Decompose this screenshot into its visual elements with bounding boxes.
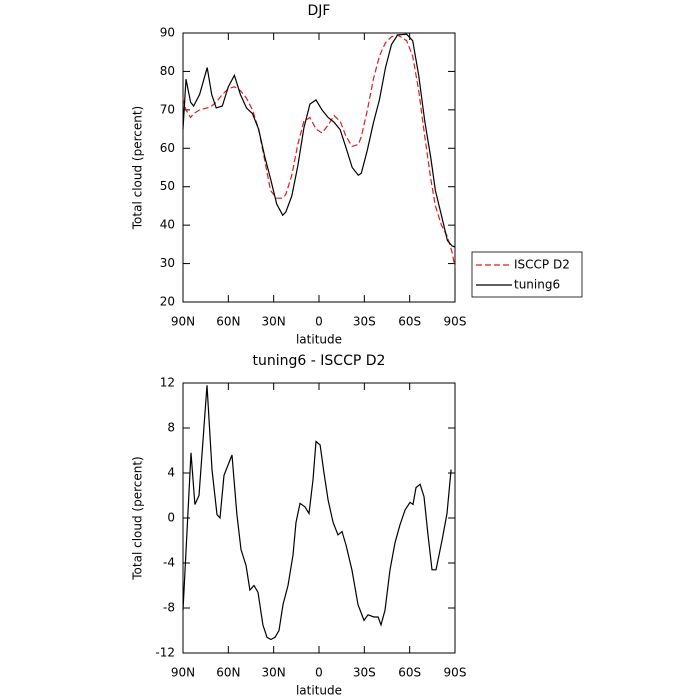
line-series <box>182 385 452 641</box>
x-tick-label: 30N <box>262 315 286 329</box>
legend-box <box>471 251 583 298</box>
x-tick-label: 90S <box>444 666 467 680</box>
y-tick-label: -8 <box>163 601 175 615</box>
plot-frame <box>182 32 456 303</box>
y-tick-label: 50 <box>160 179 175 193</box>
y-tick-label: 20 <box>160 295 175 309</box>
plot-frame <box>182 382 456 654</box>
x-tick-label: 90N <box>171 666 195 680</box>
legend-label: tuning6 <box>514 278 560 292</box>
x-tick-label: 30N <box>262 666 286 680</box>
x-tick-label: 30S <box>353 315 376 329</box>
x-tick-label: 0 <box>315 315 323 329</box>
x-tick-label: 60S <box>398 315 421 329</box>
line-series <box>182 33 456 248</box>
y-tick-label: 0 <box>167 511 175 525</box>
y-tick-label: 90 <box>160 26 175 40</box>
x-axis-label: latitude <box>296 333 342 347</box>
chart-title: DJF <box>308 3 331 19</box>
legend-label: ISCCP D2 <box>514 258 570 272</box>
y-tick-label: 40 <box>160 218 175 232</box>
y-tick-label: -12 <box>155 646 175 660</box>
line-series <box>182 34 456 268</box>
x-tick-label: 30S <box>353 666 376 680</box>
y-tick-label: 12 <box>160 376 175 390</box>
x-tick-label: 90N <box>171 315 195 329</box>
y-tick-label: 60 <box>160 141 175 155</box>
x-tick-label: 60S <box>398 666 421 680</box>
y-tick-label: 70 <box>160 102 175 116</box>
chart-title: tuning6 - ISCCP D2 <box>253 353 386 369</box>
y-tick-label: 8 <box>167 421 175 435</box>
x-tick-label: 0 <box>315 666 323 680</box>
x-axis-label: latitude <box>296 684 342 698</box>
y-axis-label: Total cloud (percent) <box>131 106 145 230</box>
x-tick-label: 90S <box>444 315 467 329</box>
x-tick-label: 60N <box>216 666 240 680</box>
x-tick-label: 60N <box>216 315 240 329</box>
y-tick-label: 4 <box>167 466 175 480</box>
y-tick-label: -4 <box>163 556 175 570</box>
y-axis-label: Total cloud (percent) <box>131 456 145 580</box>
y-tick-label: 30 <box>160 256 175 270</box>
y-tick-label: 80 <box>160 64 175 78</box>
